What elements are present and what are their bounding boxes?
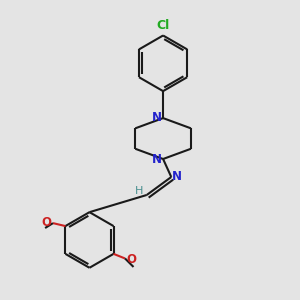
Text: N: N xyxy=(152,153,162,166)
Text: O: O xyxy=(42,216,52,229)
Text: O: O xyxy=(126,253,136,266)
Text: Cl: Cl xyxy=(157,19,170,32)
Text: N: N xyxy=(172,170,182,183)
Text: H: H xyxy=(135,186,144,196)
Text: N: N xyxy=(152,111,162,124)
